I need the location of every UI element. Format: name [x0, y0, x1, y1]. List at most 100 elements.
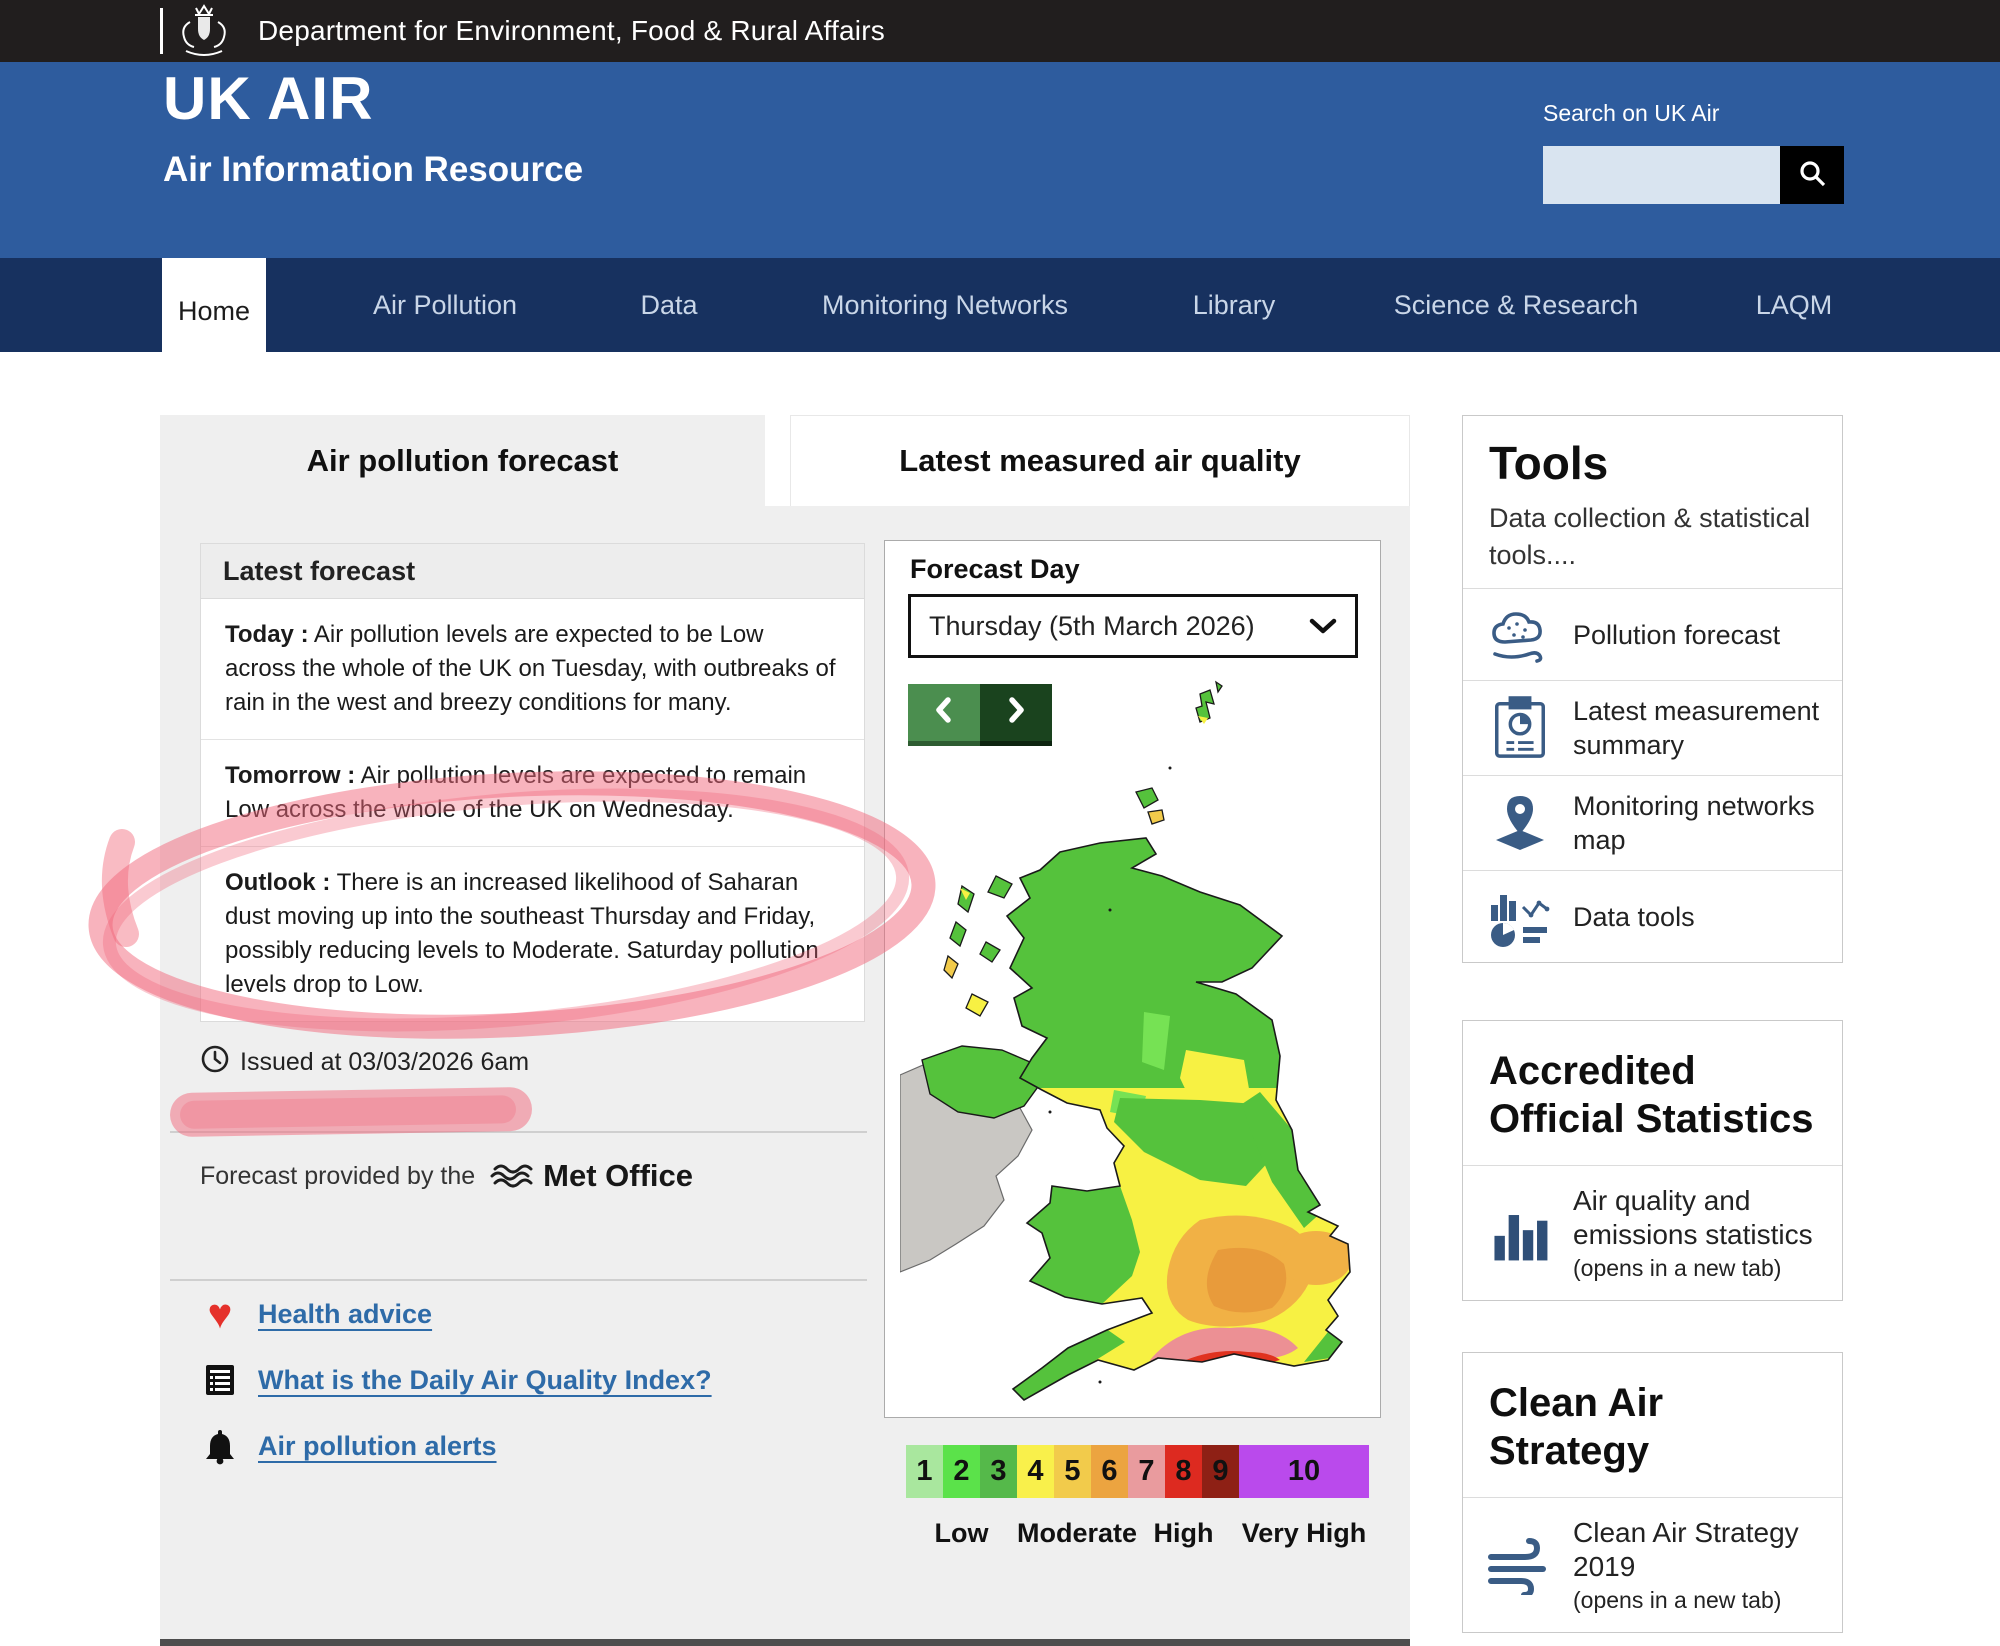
band-very-high: Very High	[1241, 1518, 1367, 1548]
bar-chart-icon	[1481, 1198, 1559, 1268]
latest-forecast-box: Latest forecast Today : Air pollution le…	[200, 543, 865, 1022]
band-high: High	[1153, 1518, 1214, 1548]
panel-bottom-border	[160, 1639, 1410, 1646]
map-pin-icon	[1481, 792, 1559, 854]
stat-link-note: (opens in a new tab)	[1573, 1255, 1782, 1281]
band-moderate: Moderate	[1017, 1518, 1138, 1548]
tools-description: Data collection & statistical tools....	[1489, 503, 1811, 570]
stat-link-label[interactable]: Air quality and emissions statistics	[1573, 1185, 1813, 1250]
link-daily-air-quality-index[interactable]: What is the Daily Air Quality Index?	[200, 1356, 712, 1404]
met-office-text: Met Office	[543, 1158, 694, 1193]
forecast-day-select[interactable]: Thursday (5th March 2026)	[908, 594, 1358, 658]
charts-icon	[1481, 885, 1559, 949]
tools-panel: Tools Data collection & statistical tool…	[1462, 415, 1843, 963]
clean-air-strategy-panel: Clean Air Strategy Clean Air Strategy 20…	[1462, 1352, 1843, 1633]
tool-pollution-forecast[interactable]: Pollution forecast	[1463, 588, 1842, 680]
site-header: UK AIR Air Information Resource Search o…	[0, 62, 2000, 258]
link-label[interactable]: Air pollution alerts	[258, 1430, 497, 1461]
tool-latest-measurement-summary[interactable]: Latest measurement summary	[1463, 680, 1842, 775]
divider	[170, 1279, 867, 1281]
search-label: Search on UK Air	[1543, 100, 1720, 126]
gov-department-title: Department for Environment, Food & Rural…	[258, 15, 885, 46]
scale-block-6: 6	[1091, 1445, 1128, 1498]
official-statistics-panel: Accredited Official Statistics Air quali…	[1462, 1020, 1843, 1301]
scale-block-3: 3	[980, 1445, 1017, 1498]
link-health-advice[interactable]: ♥ Health advice	[200, 1290, 433, 1338]
tab-air-pollution-forecast[interactable]: Air pollution forecast	[160, 415, 765, 506]
scale-block-2: 2	[943, 1445, 980, 1498]
tool-data-tools[interactable]: Data tools	[1463, 870, 1842, 962]
gov-bar: Department for Environment, Food & Rural…	[0, 0, 2000, 62]
tool-label[interactable]: Monitoring networks map	[1573, 791, 1815, 855]
search-button[interactable]	[1780, 146, 1844, 204]
scale-block-1: 1	[906, 1445, 943, 1498]
scale-block-10: 10	[1239, 1445, 1369, 1498]
gov-bar-divider	[160, 8, 163, 54]
nav-item-science-research[interactable]: Science & Research	[1393, 289, 1639, 320]
forecast-day-value: Thursday (5th March 2026)	[929, 610, 1255, 641]
link-air-pollution-alerts[interactable]: Air pollution alerts	[200, 1422, 497, 1470]
forecast-outlook: Outlook : There is an increased likeliho…	[201, 846, 864, 1021]
heart-icon: ♥	[207, 1290, 233, 1337]
chevron-down-icon	[1309, 611, 1337, 642]
main-nav	[0, 258, 2000, 352]
site-subtitle: Air Information Resource	[163, 150, 584, 189]
link-label[interactable]: What is the Daily Air Quality Index?	[258, 1364, 712, 1395]
site-title: UK AIR	[163, 65, 374, 132]
air-quality-emissions-statistics-link[interactable]: Air quality and emissions statistics (op…	[1463, 1165, 1842, 1300]
forecast-outlook-label: Outlook :	[225, 869, 331, 896]
scale-block-9: 9	[1202, 1445, 1239, 1498]
next-day-button[interactable]	[980, 684, 1052, 746]
nav-item-library[interactable]: Library	[1192, 289, 1276, 320]
cas-link-note: (opens in a new tab)	[1573, 1587, 1782, 1613]
daqi-scale: 1 2 3 4 5 6 7 8 9 10	[906, 1445, 1369, 1498]
provided-by-line: Forecast provided by the Met Office	[200, 1158, 693, 1194]
nav-item-laqm[interactable]: LAQM	[1755, 289, 1833, 320]
issued-line: Issued at 03/03/2026 6am	[200, 1044, 529, 1081]
nav-item-air-pollution[interactable]: Air Pollution	[372, 289, 518, 320]
tool-label[interactable]: Pollution forecast	[1573, 619, 1781, 650]
tool-label[interactable]: Data tools	[1573, 901, 1695, 932]
nav-item-home[interactable]: Home	[162, 258, 266, 365]
tools-title: Tools	[1489, 437, 1609, 489]
daqi-band-labels: Low Moderate High Very High	[906, 1518, 1369, 1549]
search-input[interactable]	[1543, 146, 1780, 204]
link-label[interactable]: Health advice	[258, 1298, 433, 1329]
clean-air-strategy-title: Clean Air Strategy	[1489, 1381, 1664, 1473]
forecast-tomorrow: Tomorrow : Air pollution levels are expe…	[201, 739, 864, 846]
cloud-wind-icon	[1481, 606, 1559, 664]
clock-icon	[200, 1044, 230, 1081]
scale-block-8: 8	[1165, 1445, 1202, 1498]
tool-monitoring-networks-map[interactable]: Monitoring networks map	[1463, 775, 1842, 870]
met-office-logo: Met Office	[489, 1158, 693, 1194]
tool-label[interactable]: Latest measurement summary	[1573, 696, 1820, 760]
scale-block-7: 7	[1128, 1445, 1165, 1498]
official-statistics-title: Accredited Official Statistics	[1489, 1049, 1814, 1141]
search-icon	[1797, 158, 1827, 193]
uk-pollution-map	[899, 660, 1365, 1415]
royal-crest-icon	[175, 2, 233, 65]
divider	[170, 1131, 867, 1133]
forecast-today-text: Air pollution levels are expected to be …	[225, 621, 836, 716]
cas-link-label[interactable]: Clean Air Strategy 2019	[1573, 1517, 1799, 1582]
issued-text: Issued at 03/03/2026 6am	[240, 1048, 530, 1076]
forecast-tomorrow-label: Tomorrow :	[225, 762, 356, 789]
previous-day-button[interactable]	[908, 684, 980, 746]
chevron-left-icon	[931, 695, 957, 730]
provided-by-text: Forecast provided by the	[200, 1161, 476, 1190]
scale-block-4: 4	[1017, 1445, 1054, 1498]
chevron-right-icon	[1003, 695, 1029, 730]
forecast-today-label: Today :	[225, 621, 309, 648]
tab-latest-measured-air-quality[interactable]: Latest measured air quality	[790, 415, 1410, 506]
clean-air-strategy-2019-link[interactable]: Clean Air Strategy 2019 (opens in a new …	[1463, 1497, 1842, 1632]
clipboard-icon	[1481, 694, 1559, 762]
scale-block-5: 5	[1054, 1445, 1091, 1498]
forecast-today: Today : Air pollution levels are expecte…	[201, 599, 864, 739]
band-low: Low	[934, 1518, 989, 1548]
latest-forecast-title: Latest forecast	[201, 544, 864, 599]
bell-icon	[200, 1427, 240, 1465]
nav-item-monitoring-networks[interactable]: Monitoring Networks	[821, 289, 1069, 320]
nav-item-data[interactable]: Data	[640, 289, 698, 320]
document-icon	[200, 1362, 240, 1398]
